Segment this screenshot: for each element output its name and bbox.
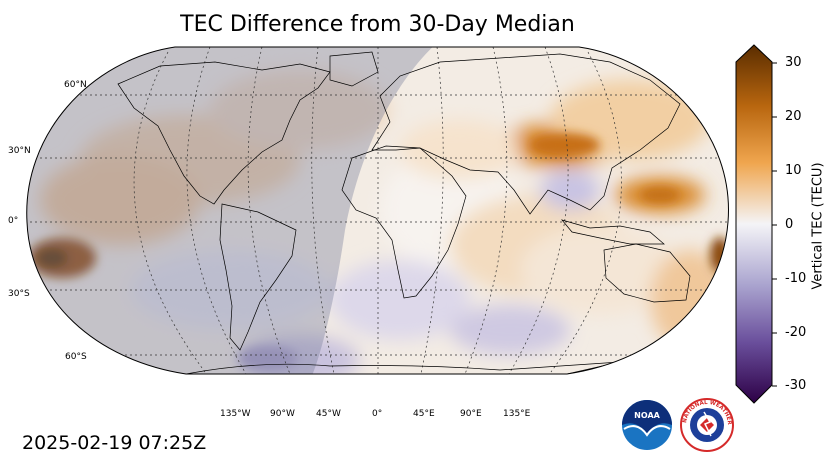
lon-label-90e: 90°E: [460, 409, 482, 419]
africa-outline: [341, 145, 467, 299]
anomaly-field: [26, 47, 729, 374]
timestamp: 2025-02-19 07:25Z: [22, 432, 207, 454]
lon-label-135e: 135°E: [503, 409, 531, 419]
nws-logo: NATIONAL WEATHER SERVICE: [680, 398, 734, 452]
north-america-outline: [117, 61, 331, 205]
lat-label-0: 0°: [8, 216, 19, 226]
lat-label-30s: 30°S: [8, 289, 30, 299]
colorbar-bar: [735, 44, 773, 404]
lat-label-60s: 60°S: [65, 352, 87, 362]
lat-label-30n: 30°N: [8, 146, 31, 156]
colorbar-ticks: [772, 62, 777, 387]
noaa-logo-text: NOAA: [634, 411, 660, 420]
south-america-outline: [219, 203, 297, 351]
lon-label-0: 0°: [372, 409, 383, 419]
colorbar-tick-neg20: -20: [785, 325, 807, 340]
colorbar-tick-10: 10: [785, 163, 802, 178]
lon-label-45e: 45°E: [413, 409, 435, 419]
lon-label-135w: 135°W: [220, 409, 251, 419]
noaa-logo: NOAA: [622, 400, 672, 450]
eurasia-outline: [371, 53, 681, 215]
colorbar-tick-30: 30: [785, 55, 802, 70]
indonesia-outline: [561, 219, 665, 245]
antarctica-outline: [185, 361, 621, 374]
lon-label-45w: 45°W: [316, 409, 341, 419]
graticule: [26, 47, 729, 374]
colorbar-tick-0: 0: [785, 217, 794, 232]
coastlines: [117, 51, 691, 374]
colorbar-label: Vertical TEC (TECU): [810, 162, 826, 290]
australia-outline: [603, 243, 691, 303]
greenland-outline: [329, 51, 379, 87]
map-title: TEC Difference from 30-Day Median: [180, 12, 575, 37]
map-border: [26, 46, 729, 375]
colorbar-tick-20: 20: [785, 109, 802, 124]
colorbar-tick-neg30: -30: [785, 378, 807, 393]
colorbar: [735, 44, 777, 404]
colorbar-tick-neg10: -10: [785, 271, 807, 286]
lon-label-90w: 90°W: [270, 409, 295, 419]
lat-label-60n: 60°N: [64, 80, 87, 90]
